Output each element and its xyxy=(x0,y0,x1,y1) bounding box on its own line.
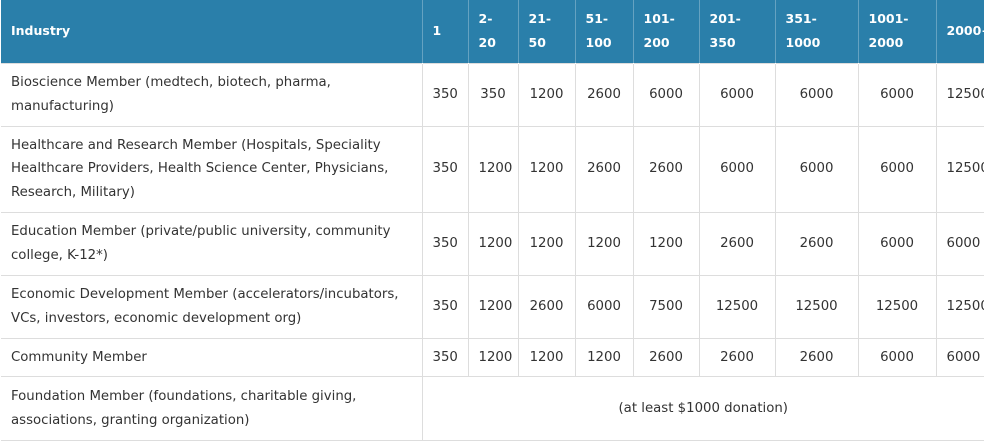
header-size-1001-2000: 1001-2000 xyxy=(857,0,936,63)
dues-cell: 6000 xyxy=(574,274,633,338)
dues-cell: 1200 xyxy=(467,337,518,377)
dues-cell: 2600 xyxy=(517,274,575,338)
dues-cell: 6000 xyxy=(774,62,858,126)
table-row: Healthcare and Research Member (Hospital… xyxy=(1,125,984,212)
industry-cell: Education Member (private/public univers… xyxy=(1,211,422,275)
dues-cell: 2600 xyxy=(574,125,633,212)
dues-cell: 1200 xyxy=(517,62,575,126)
dues-cell: 2600 xyxy=(698,337,775,377)
dues-cell: 12500 xyxy=(935,274,984,338)
dues-cell: 1200 xyxy=(632,211,699,275)
header-row: Industry 1 2-20 21-50 51-100 101-200 201… xyxy=(1,0,984,63)
dues-cell: 6000 xyxy=(935,211,984,275)
table-row: Education Member (private/public univers… xyxy=(1,211,984,275)
dues-cell: 350 xyxy=(467,62,518,126)
dues-cell: 350 xyxy=(421,211,468,275)
dues-cell: 1200 xyxy=(517,337,575,377)
dues-cell: 6000 xyxy=(774,125,858,212)
header-size-2-20: 2-20 xyxy=(467,0,518,63)
dues-cell: 2600 xyxy=(698,211,775,275)
header-size-351-1000: 351-1000 xyxy=(774,0,858,63)
dues-cell: 1200 xyxy=(574,211,633,275)
dues-cell: 1200 xyxy=(574,337,633,377)
dues-cell: 6000 xyxy=(857,337,936,377)
table-row: Bioscience Member (medtech, biotech, pha… xyxy=(1,62,984,126)
header-industry: Industry xyxy=(11,23,71,39)
dues-cell: 6000 xyxy=(698,125,775,212)
dues-cell: 350 xyxy=(421,337,468,377)
dues-cell: 6000 xyxy=(857,62,936,126)
dues-cell: 6000 xyxy=(857,211,936,275)
dues-cell: 7500 xyxy=(632,274,699,338)
dues-cell: 12500 xyxy=(698,274,775,338)
industry-cell: Healthcare and Research Member (Hospital… xyxy=(1,125,422,212)
header-size-51-100: 51-100 xyxy=(574,0,633,63)
dues-cell: 2600 xyxy=(774,211,858,275)
dues-cell: 12500 xyxy=(935,62,984,126)
industry-cell: Bioscience Member (medtech, biotech, pha… xyxy=(1,62,422,126)
dues-cell: 2600 xyxy=(574,62,633,126)
dues-cell: 6000 xyxy=(698,62,775,126)
dues-cell: 350 xyxy=(421,274,468,338)
industry-cell: Foundation Member (foundations, charitab… xyxy=(1,376,422,441)
header-size-101-200: 101-200 xyxy=(632,0,699,63)
dues-cell: 6000 xyxy=(632,62,699,126)
table-row: Foundation Member (foundations, charitab… xyxy=(1,376,984,441)
table-row: Community Member 350 1200 1200 1200 2600… xyxy=(1,337,984,377)
dues-cell: 350 xyxy=(421,62,468,126)
dues-cell: 2600 xyxy=(774,337,858,377)
industry-cell: Community Member xyxy=(1,337,422,377)
header-size-2000-plus: 2000+ xyxy=(935,0,984,63)
dues-cell: 12500 xyxy=(857,274,936,338)
dues-cell: 350 xyxy=(421,125,468,212)
dues-cell: 6000 xyxy=(935,337,984,377)
donation-note: (at least $1000 donation) xyxy=(421,376,984,441)
dues-cell: 2600 xyxy=(632,337,699,377)
dues-cell: 1200 xyxy=(467,211,518,275)
header-size-1: 1 xyxy=(421,0,468,63)
dues-cell: 2600 xyxy=(632,125,699,212)
dues-cell: 6000 xyxy=(857,125,936,212)
dues-cell: 1200 xyxy=(517,125,575,212)
industry-cell: Economic Development Member (accelerator… xyxy=(1,274,422,338)
header-size-21-50: 21-50 xyxy=(517,0,575,63)
table-row: Economic Development Member (accelerator… xyxy=(1,274,984,338)
dues-cell: 12500 xyxy=(774,274,858,338)
dues-cell: 1200 xyxy=(467,125,518,212)
dues-cell: 1200 xyxy=(467,274,518,338)
dues-cell: 1200 xyxy=(517,211,575,275)
header-size-201-350: 201-350 xyxy=(698,0,775,63)
dues-cell: 12500 xyxy=(935,125,984,212)
